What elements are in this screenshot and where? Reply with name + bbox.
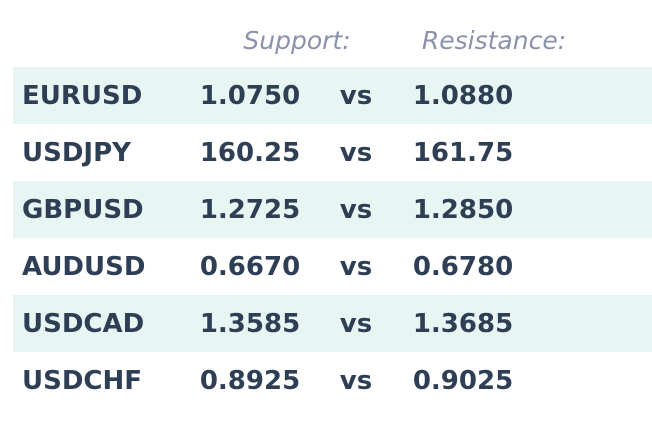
support: 1.2725	[199, 194, 301, 225]
column-header: Resistance:	[421, 26, 567, 55]
separator: vs	[339, 308, 373, 339]
support: 160.25	[199, 137, 301, 168]
support: 0.6670	[199, 251, 301, 282]
separator: vs	[339, 80, 373, 111]
table-row: AUDUSD 0.6670 vs 0.6780	[13, 238, 652, 295]
support: 1.0750	[199, 80, 301, 111]
column-header: Support:	[243, 26, 351, 55]
pair: AUDUSD	[22, 251, 146, 282]
pair: USDJPY	[22, 137, 131, 168]
separator: vs	[339, 137, 373, 168]
separator: vs	[339, 194, 373, 225]
support: 0.8925	[199, 365, 301, 396]
table-row: USDJPY 160.25 vs 161.75	[13, 124, 652, 181]
separator: vs	[339, 365, 373, 396]
resistance: 1.0880	[412, 80, 514, 111]
resistance: 0.6780	[412, 251, 514, 282]
resistance: 0.9025	[412, 365, 514, 396]
resistance: 1.3685	[412, 308, 514, 339]
resistance: 161.75	[412, 137, 514, 168]
support: 1.3585	[199, 308, 301, 339]
separator: vs	[339, 251, 373, 282]
table-row: EURUSD 1.0750 vs 1.0880	[13, 67, 652, 124]
resistance: 1.2850	[412, 194, 514, 225]
pair: EURUSD	[22, 80, 143, 111]
table-row: USDCHF 0.8925 vs 0.9025	[13, 352, 652, 409]
pair: USDCAD	[22, 308, 145, 339]
pair: USDCHF	[22, 365, 143, 396]
table-row: GBPUSD 1.2725 vs 1.2850	[13, 181, 652, 238]
pair: GBPUSD	[22, 194, 144, 225]
table-row: USDCAD 1.3585 vs 1.3685	[13, 295, 652, 352]
